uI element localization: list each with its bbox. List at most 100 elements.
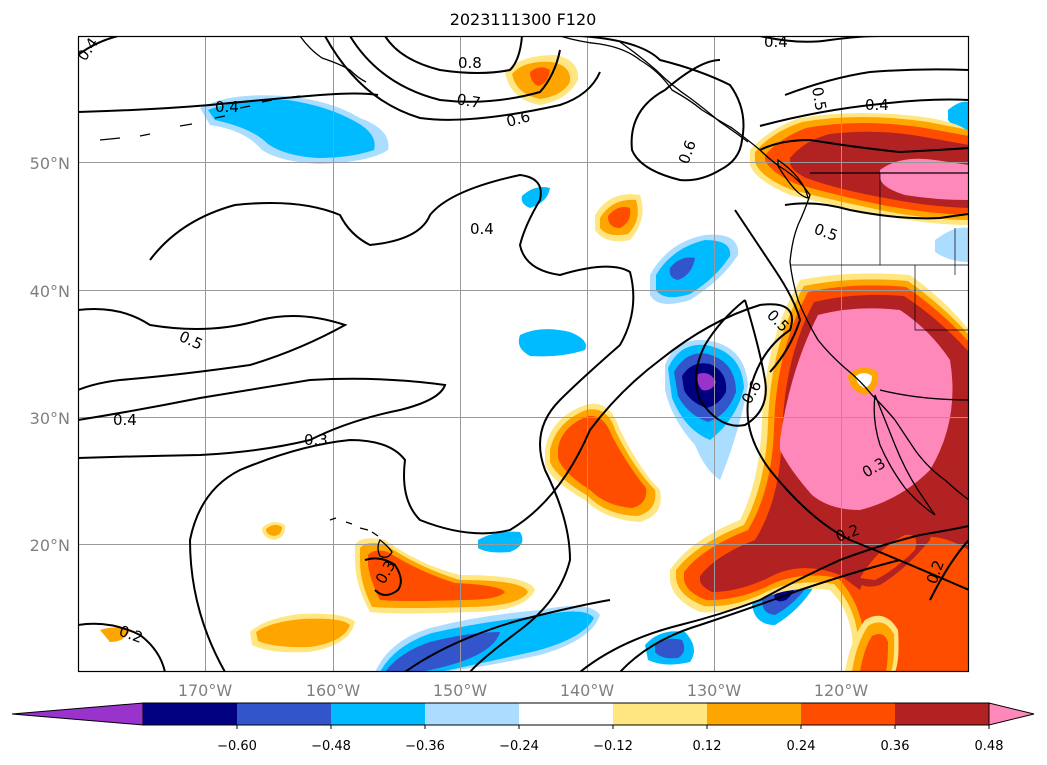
contour-label: 0.4 — [764, 33, 788, 51]
contour-0.5-canada — [784, 202, 969, 220]
contour-0.5-coast — [734, 209, 802, 373]
positive-area-southeast-red — [860, 634, 888, 672]
coastline-alaska-peninsula — [299, 36, 367, 83]
positive-area-sw-core — [256, 618, 350, 648]
map-frame — [77, 35, 970, 673]
contour-0.7 — [349, 36, 561, 103]
colorbar-segment — [613, 703, 707, 725]
negative-area-se-2-core — [655, 638, 685, 659]
lon-label-160w: 160°W — [306, 681, 361, 700]
shaded-field — [100, 55, 969, 672]
negative-area-canada — [935, 227, 969, 262]
negative-area-gulf-core — [656, 240, 731, 298]
coastline-mexico-border — [879, 389, 969, 401]
contour-0.4-northeast — [759, 98, 969, 127]
contour-0.5-northeast — [784, 68, 969, 96]
contour-0.6-north — [324, 36, 601, 121]
contour-0.6-gulf — [695, 299, 767, 427]
contour-label: 0.4 — [113, 411, 137, 429]
contour-0.4-loop — [149, 173, 635, 672]
colorbar-tick-label: −0.12 — [593, 739, 633, 754]
contour-label: 0.4 — [470, 220, 494, 238]
lon-label-120w: 120°W — [814, 681, 869, 700]
negative-area-gulf-inner — [669, 257, 695, 280]
colorbar: −0.60 −0.48 −0.36 −0.24 −0.12 0.12 0.24 0.36 0.4… — [11, 702, 1035, 754]
contour-0.2-southwest — [78, 622, 166, 672]
contour-label: 0.7 — [455, 90, 482, 112]
coastline-north-america — [559, 36, 969, 501]
coastline-baja — [873, 394, 936, 516]
colorbar-segment — [895, 703, 989, 725]
lon-label-150w: 150°W — [433, 681, 488, 700]
positive-area-west-coast-pink — [780, 308, 953, 510]
lon-label-170w: 170°W — [178, 681, 233, 700]
negative-area-aleutians-core — [208, 99, 375, 158]
colorbar-tick-label: −0.48 — [311, 739, 351, 754]
positive-area-gulf-north-inner — [530, 67, 550, 86]
colorbar-segment — [237, 703, 331, 725]
colorbar-segment — [331, 703, 425, 725]
coastlines — [99, 36, 969, 558]
latitude-labels: 50°N 40°N 30°N 20°N — [30, 154, 70, 555]
negative-area-cutoff-center — [697, 373, 716, 391]
contour-0.4-south — [404, 599, 611, 672]
state-lines — [790, 173, 969, 331]
positive-area-hawaii-east-red — [368, 550, 505, 601]
colorbar-segment — [801, 703, 895, 725]
contours — [78, 36, 969, 672]
positive-area-pacific-nw-pink — [880, 158, 969, 200]
contour-0.5 — [78, 308, 348, 391]
colorbar-tick-label: −0.24 — [499, 739, 539, 754]
positive-area-sw-inner — [100, 627, 130, 642]
colorbar-segment — [143, 703, 237, 725]
lon-label-140w: 140°W — [560, 681, 615, 700]
contour-0.3 — [188, 303, 969, 672]
colorbar-segment — [519, 703, 613, 725]
contour-0.6-canada — [759, 138, 969, 154]
negative-area-small-1 — [521, 187, 550, 208]
negative-area-ne-edge — [948, 101, 969, 130]
colorbar-tick-label: 0.12 — [693, 739, 722, 754]
map-title: 2023111300 F120 — [450, 10, 597, 29]
negative-area-mid-1 — [518, 329, 586, 357]
positive-area-small-3-inner — [608, 207, 631, 228]
positive-area-small-4-core — [266, 524, 282, 536]
coastline-vancouver — [777, 158, 809, 199]
contour-0.3-hawaii — [364, 557, 402, 596]
contour-0.4-mid — [78, 377, 447, 459]
colorbar-tick-label: 0.24 — [787, 739, 816, 754]
colorbar-segment — [707, 703, 801, 725]
coastline-hawaii — [329, 517, 393, 558]
colorbar-tick-label: −0.60 — [217, 739, 257, 754]
colorbar-outline — [142, 702, 990, 726]
colorbar-extend-high — [988, 702, 1035, 726]
contour-label: 0.6 — [504, 107, 532, 131]
coastline-alaska-panhandle — [619, 41, 749, 143]
map-panel: 0.4 0.4 0.8 0.7 0.6 0.6 0.5 0.4 0.4 0.5 … — [78, 33, 969, 672]
colorbar-extend-low — [11, 702, 144, 726]
contour-0.8 — [384, 36, 523, 74]
contour-0.5-gulf — [579, 36, 745, 182]
contour-label: 0.4 — [865, 96, 889, 114]
contour-label: 0.4 — [215, 98, 239, 116]
positive-area-mid-pacific-red — [558, 415, 647, 508]
contour-0.2-east — [929, 539, 969, 601]
contour-0.3-south — [619, 559, 901, 672]
colorbar-segment — [425, 703, 519, 725]
coastline-aleutians — [99, 95, 301, 141]
lat-label-30n: 30°N — [30, 409, 70, 428]
contour-0.4-north — [78, 92, 379, 113]
positive-area-south-brick-2 — [860, 534, 917, 580]
contour-label: 0.3 — [304, 431, 328, 449]
negative-area-small-2 — [478, 531, 523, 553]
colorbar-tick-label: −0.36 — [405, 739, 445, 754]
lat-label-50n: 50°N — [30, 154, 70, 173]
positive-area-coast-hole-inner — [856, 373, 872, 388]
colorbar-tick-label: 0.48 — [975, 739, 1004, 754]
colorbar-tick-label: 0.36 — [881, 739, 910, 754]
contour-label: 0.8 — [458, 54, 482, 72]
contour-0.2-south — [579, 525, 969, 672]
lat-label-20n: 20°N — [30, 536, 70, 555]
graticule — [78, 36, 969, 672]
